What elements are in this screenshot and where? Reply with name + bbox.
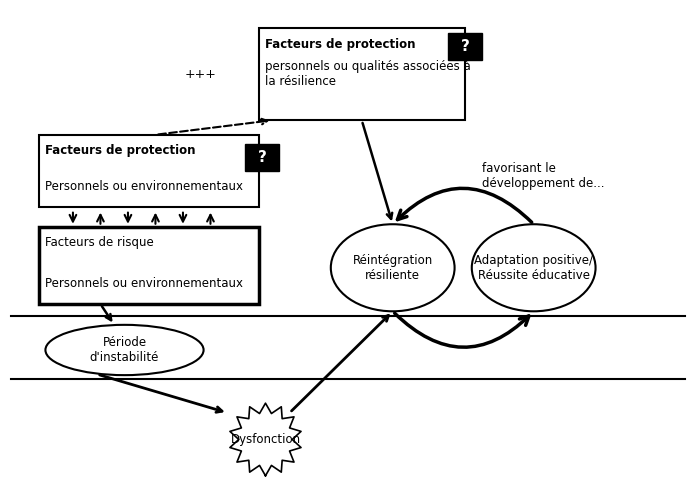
Text: ?: ? [258, 150, 267, 165]
Polygon shape [230, 403, 301, 476]
Text: personnels ou qualités associées à
la résilience: personnels ou qualités associées à la ré… [265, 60, 471, 88]
Bar [38, 135, 259, 207]
Bar [245, 145, 279, 171]
Text: ?: ? [461, 39, 469, 54]
Text: Réintégration
résiliente: Réintégration résiliente [353, 254, 433, 282]
Bar [38, 227, 259, 304]
Text: Facteurs de protection: Facteurs de protection [45, 145, 196, 157]
Bar [448, 33, 482, 60]
Text: Personnels ou environnementaux: Personnels ou environnementaux [45, 180, 244, 193]
Text: Période
d'instabilité: Période d'instabilité [90, 336, 159, 364]
Bar [259, 29, 465, 120]
Text: Adaptation positive/
Réussite éducative: Adaptation positive/ Réussite éducative [474, 254, 593, 282]
Ellipse shape [331, 224, 454, 311]
Text: favorisant le
développement de...: favorisant le développement de... [482, 162, 605, 190]
Text: Personnels ou environnementaux: Personnels ou environnementaux [45, 277, 244, 289]
Ellipse shape [472, 224, 596, 311]
Text: Facteurs de protection: Facteurs de protection [265, 38, 416, 51]
Ellipse shape [45, 325, 204, 375]
Text: Dysfonction: Dysfonction [230, 433, 301, 446]
Text: +++: +++ [184, 68, 216, 81]
Text: Facteurs de risque: Facteurs de risque [45, 236, 155, 249]
